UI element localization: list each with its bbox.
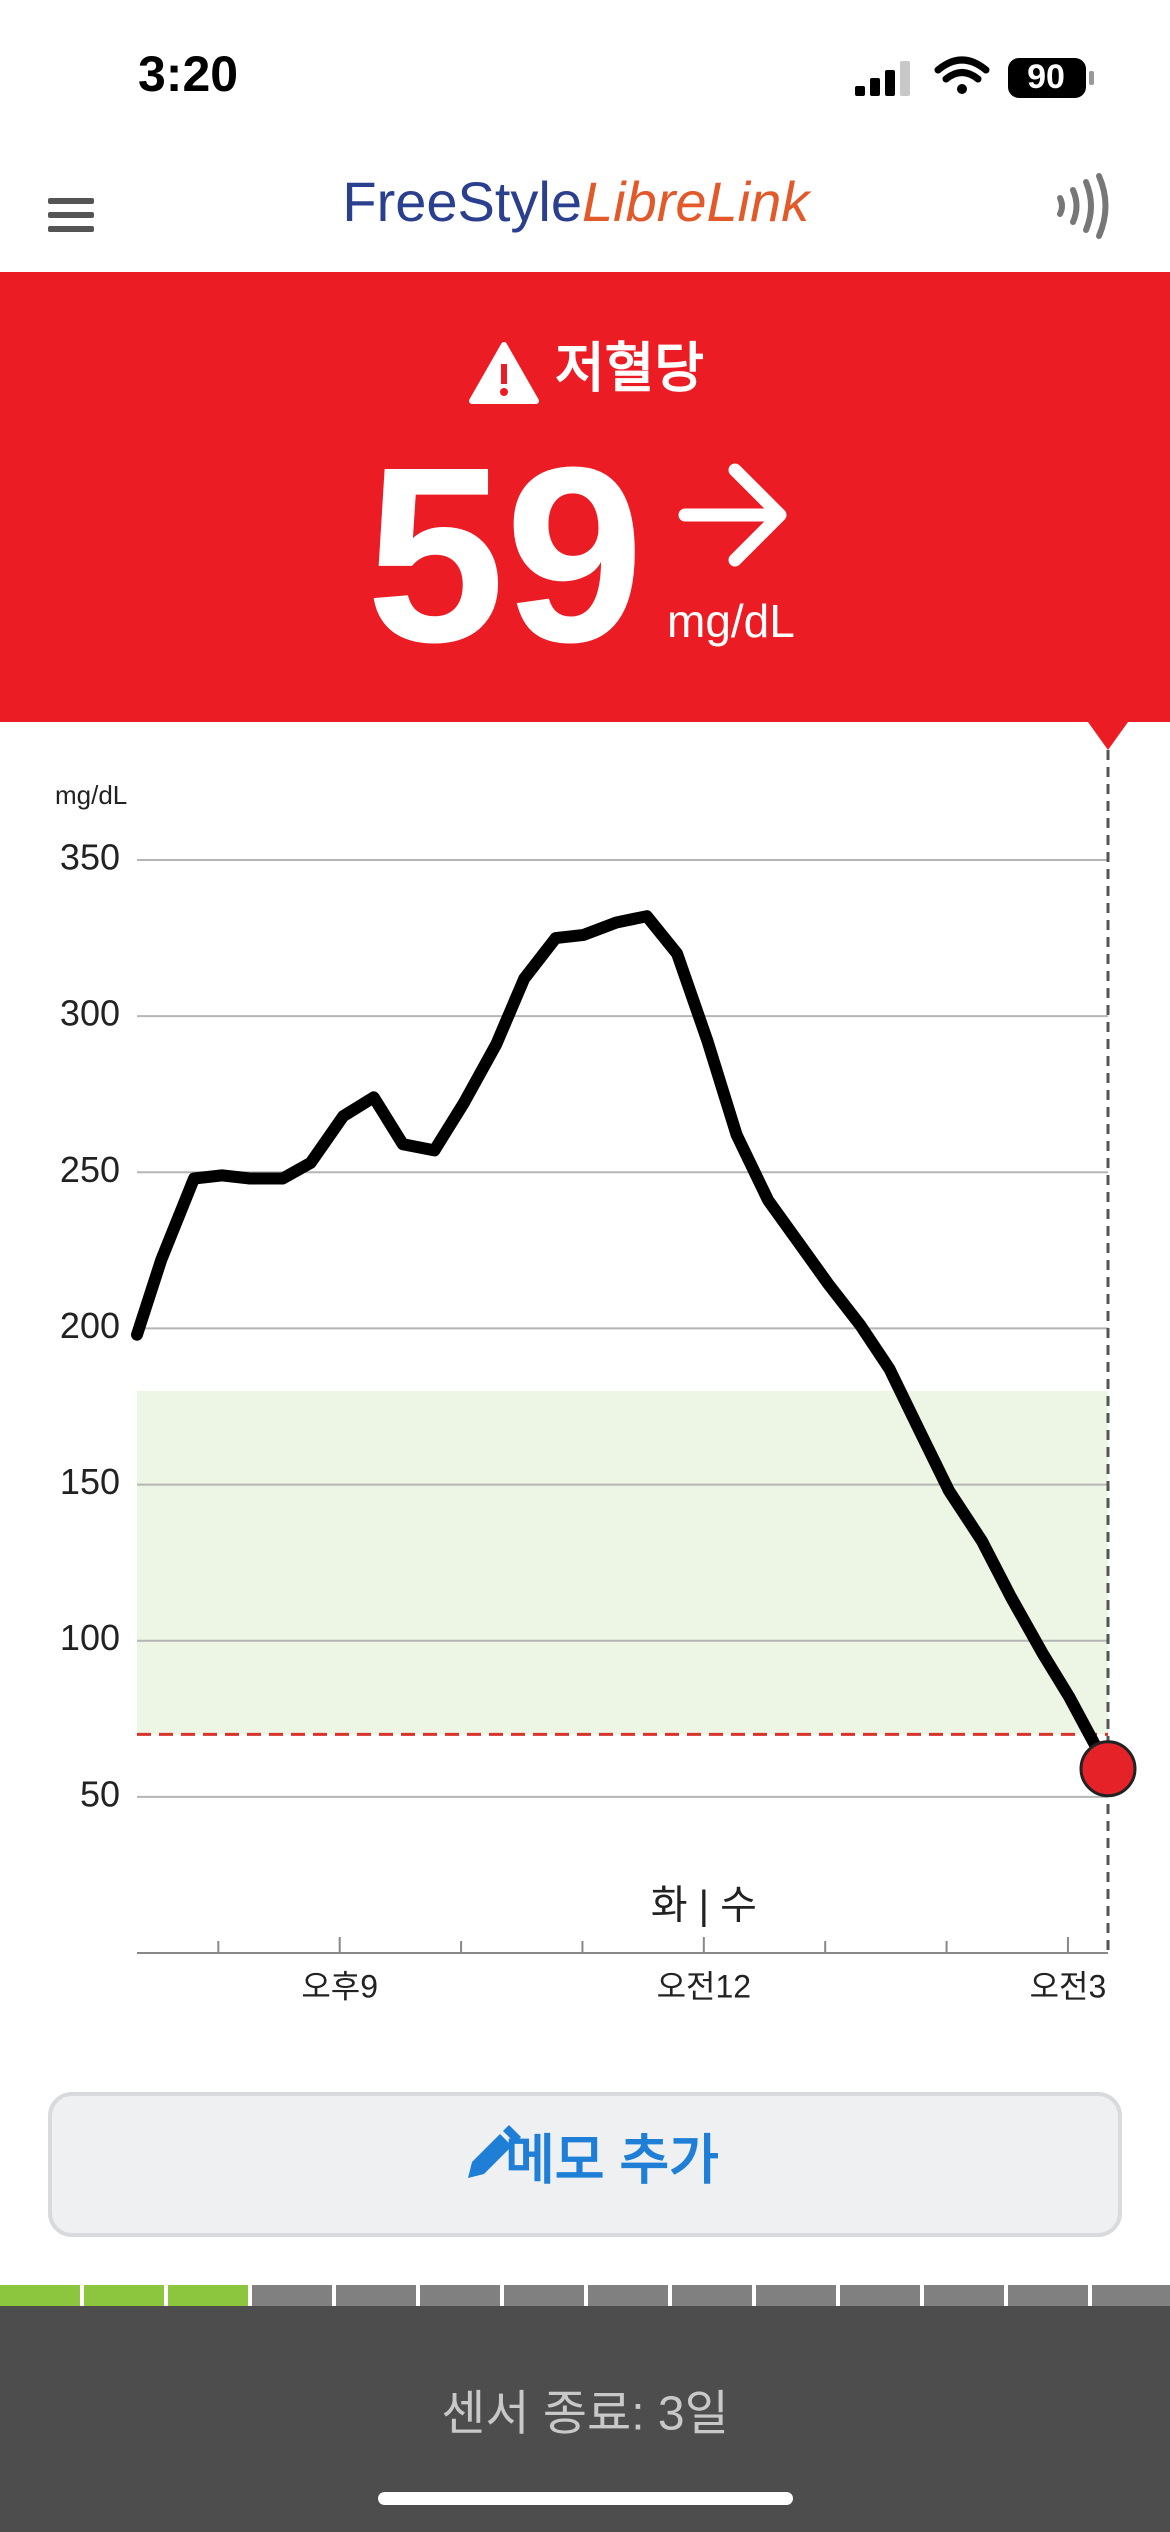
progress-segment	[168, 2285, 248, 2306]
progress-segment	[1092, 2285, 1170, 2306]
y-tick-label: 250	[60, 1149, 120, 1190]
memo-button[interactable]	[48, 2092, 1122, 2237]
current-reading-dot	[1079, 1740, 1137, 1798]
y-tick-label: 100	[60, 1617, 120, 1658]
progress-segment	[672, 2285, 752, 2306]
status-time: 3:20	[138, 46, 238, 102]
scan-icon[interactable]	[1057, 173, 1109, 239]
battery-level: 90	[1027, 58, 1065, 96]
progress-segment	[840, 2285, 920, 2306]
alert-banner	[0, 272, 1170, 722]
progress-segment	[336, 2285, 416, 2306]
warning-icon	[469, 342, 539, 404]
battery-cap	[1089, 71, 1094, 85]
x-tick-label: 오후9	[301, 1968, 378, 2004]
day-label: 화 | 수	[651, 1884, 757, 1928]
battery-icon	[1008, 58, 1086, 98]
y-tick-label: 200	[60, 1305, 120, 1346]
progress-segment	[504, 2285, 584, 2306]
signal-icon	[855, 61, 910, 96]
trend-arrow	[678, 463, 787, 567]
logo-freestyle: FreeStyle	[342, 170, 582, 233]
glucose-chart: 50 100 150 200 250 300 350 오후9 오전12 오전3 화 | 수	[60, 750, 1137, 2004]
progress-segment	[756, 2285, 836, 2306]
glucose-line	[131, 910, 1114, 1775]
pencil-icon	[468, 2125, 521, 2178]
wifi-icon	[934, 56, 990, 94]
glucose-value: 59	[366, 415, 644, 694]
y-tick-label: 150	[60, 1461, 120, 1502]
y-tick-label: 50	[80, 1773, 120, 1814]
x-tick-label: 오전12	[657, 1968, 751, 2004]
y-axis-label: mg/dL	[55, 780, 127, 810]
banner-pointer	[1088, 722, 1128, 750]
menu-button[interactable]	[48, 198, 94, 232]
glucose-unit: mg/dL	[667, 595, 795, 647]
memo-label[interactable]: 메모 추가	[505, 2130, 719, 2190]
logo-librelink: LibreLink	[582, 170, 812, 233]
progress-segment	[0, 2285, 80, 2306]
home-indicator	[378, 2492, 793, 2505]
progress-segment	[84, 2285, 164, 2306]
progress-segment	[252, 2285, 332, 2306]
x-tick-label: 오전3	[1030, 1968, 1107, 2004]
sensor-progress	[0, 2285, 1170, 2306]
progress-segment	[420, 2285, 500, 2306]
progress-segment	[1008, 2285, 1088, 2306]
alert-title: 저혈당	[555, 338, 704, 398]
y-tick-label: 350	[60, 837, 120, 878]
target-range	[137, 1390, 1108, 1735]
progress-segment	[924, 2285, 1004, 2306]
sensor-label: 센서 종료: 3일	[441, 2388, 729, 2441]
progress-segment	[588, 2285, 668, 2306]
y-tick-label: 300	[60, 993, 120, 1034]
